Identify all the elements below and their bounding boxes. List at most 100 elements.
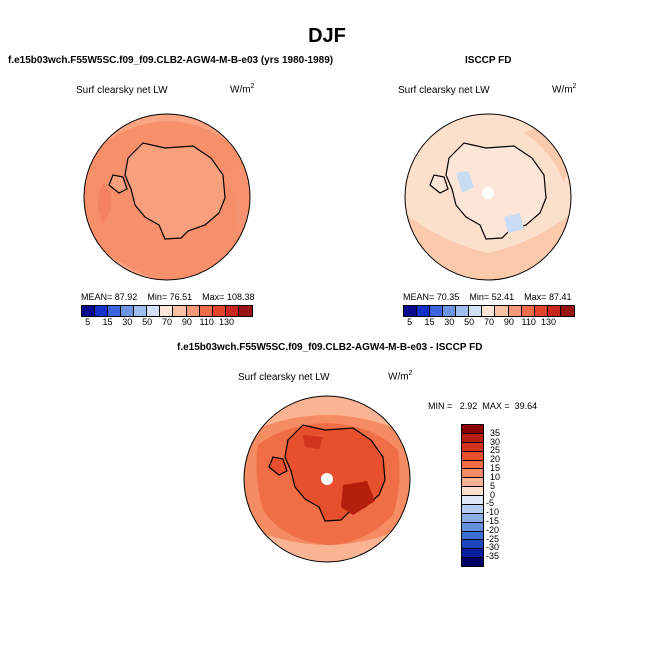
diff-high-patch	[303, 435, 323, 449]
colorbar-tick-label: 90	[181, 317, 192, 327]
colorbar-swatch	[147, 306, 161, 316]
colorbar-swatch	[82, 306, 96, 316]
panel-1-stats: MEAN= 87.92 Min= 76.51 Max= 108.38	[81, 292, 255, 302]
colorbar-tick-label: 5	[490, 480, 496, 491]
colorbar-swatch	[404, 306, 418, 316]
colorbar-swatch	[462, 558, 483, 566]
colorbar-swatch	[495, 306, 509, 316]
colorbar-swatch	[462, 513, 483, 523]
colorbar-swatch	[225, 306, 239, 316]
colorbar-tick-label: 50	[142, 317, 153, 327]
colorbar-tick-label: 130	[541, 317, 557, 327]
colorbar-tick-label: 5	[407, 317, 413, 327]
colorbar-tick-label: 15	[424, 317, 435, 327]
colorbar-swatch	[95, 306, 109, 316]
antarctic-peninsula	[429, 174, 449, 194]
colorbar-tick-label: 10	[490, 471, 501, 482]
colorbar-swatch	[456, 306, 470, 316]
colorbar-swatch	[462, 469, 483, 479]
colorbar-swatch	[462, 522, 483, 532]
panel-2-stats: MEAN= 70.35 Min= 52.41 Max= 87.41	[403, 292, 572, 302]
model-ocean-patch	[223, 163, 250, 233]
panel-2-colorbar	[403, 305, 575, 317]
colorbar-tick-label: 90	[503, 317, 514, 327]
colorbar-swatch	[108, 306, 122, 316]
colorbar-tick-label: 30	[490, 436, 501, 447]
colorbar-swatch	[462, 460, 483, 470]
colorbar-tick-label: -25	[486, 533, 500, 544]
panel-2-title: ISCCP FD	[465, 55, 512, 66]
colorbar-tick-label: 110	[521, 317, 536, 327]
colorbar-tick-label: 35	[490, 427, 501, 438]
colorbar-swatch	[469, 306, 483, 316]
panel-3-title: f.e15b03wch.F55W5SC.f09_f09.CLB2-AGW4-M-…	[177, 342, 483, 353]
panel-1-variable: Surf clearsky net LW	[76, 85, 168, 96]
panel-2-colorbar-ticks: 5 15 30 50 70 90 110 130	[403, 317, 575, 329]
colorbar-tick-label: 15	[102, 317, 113, 327]
colorbar-swatch	[547, 306, 561, 316]
antarctica-outline	[124, 142, 226, 240]
panel-1-units: W/m2	[230, 83, 255, 96]
colorbar-tick-label: 70	[161, 317, 173, 327]
panel-3-colorbar	[461, 424, 484, 567]
colorbar-swatch	[160, 306, 174, 316]
colorbar-swatch	[462, 540, 483, 550]
obs-ocean-patch	[405, 213, 571, 280]
colorbar-tick-label: -20	[486, 524, 500, 535]
antarctic-peninsula	[108, 174, 128, 194]
colorbar-swatch	[462, 549, 483, 559]
colorbar-tick-label: 50	[464, 317, 475, 327]
colorbar-swatch	[534, 306, 548, 316]
colorbar-tick-label: 70	[483, 317, 495, 327]
colorbar-swatch	[443, 306, 457, 316]
colorbar-swatch	[521, 306, 535, 316]
colorbar-tick-label: 110	[199, 317, 214, 327]
panel-1-colorbar-ticks: 5 15 30 50 70 90 110 130	[81, 317, 253, 329]
colorbar-swatch	[173, 306, 187, 316]
colorbar-swatch	[462, 504, 483, 514]
colorbar-swatch	[462, 433, 483, 443]
colorbar-tick-label: 5	[85, 317, 91, 327]
colorbar-swatch	[417, 306, 431, 316]
panel-1-title: f.e15b03wch.F55W5SC.f09_f09.CLB2-AGW4-M-…	[8, 55, 334, 66]
obs-low-patch	[504, 213, 524, 233]
figure-title: DJF	[308, 25, 346, 47]
panel-3-units: W/m2	[388, 370, 413, 383]
diff-high-patch	[341, 481, 375, 515]
colorbar-swatch	[462, 478, 483, 488]
pole-mask	[482, 187, 494, 199]
colorbar-tick-label: 20	[490, 454, 501, 465]
colorbar-swatch	[462, 442, 483, 452]
colorbar-swatch	[121, 306, 135, 316]
colorbar-tick-label: -35	[486, 551, 500, 562]
panel-3-map	[243, 395, 411, 563]
colorbar-tick-label: 25	[490, 445, 501, 456]
colorbar-tick-label: 30	[444, 317, 455, 327]
panel-2-units: W/m2	[552, 83, 577, 96]
panel-2-variable: Surf clearsky net LW	[398, 85, 490, 96]
colorbar-tick-label: 0	[490, 489, 496, 500]
colorbar-swatch	[508, 306, 522, 316]
colorbar-swatch	[212, 306, 226, 316]
panel-2-map	[404, 113, 572, 281]
colorbar-swatch	[238, 306, 252, 316]
colorbar-tick-label: 130	[219, 317, 235, 327]
colorbar-swatch	[462, 451, 483, 461]
panel-1-colorbar	[81, 305, 253, 317]
pole-mask	[321, 473, 333, 485]
colorbar-swatch	[430, 306, 444, 316]
colorbar-tick-label: 15	[490, 463, 501, 474]
panel-3-variable: Surf clearsky net LW	[238, 372, 330, 383]
panel-1-map	[83, 113, 251, 281]
colorbar-swatch	[462, 496, 483, 505]
colorbar-swatch	[560, 306, 574, 316]
colorbar-swatch	[462, 425, 483, 434]
colorbar-swatch	[462, 531, 483, 541]
colorbar-tick-label: -15	[486, 515, 500, 526]
colorbar-swatch	[134, 306, 148, 316]
panel-3-colorbar-ticks: 35 30 25 20 15 10 5 0 -5 -10 -15 -20 -25 -30 -35	[486, 424, 526, 565]
colorbar-swatch	[482, 306, 496, 316]
colorbar-swatch	[462, 487, 483, 496]
colorbar-tick-label: -10	[486, 507, 500, 518]
colorbar-tick-label: -5	[486, 498, 495, 509]
